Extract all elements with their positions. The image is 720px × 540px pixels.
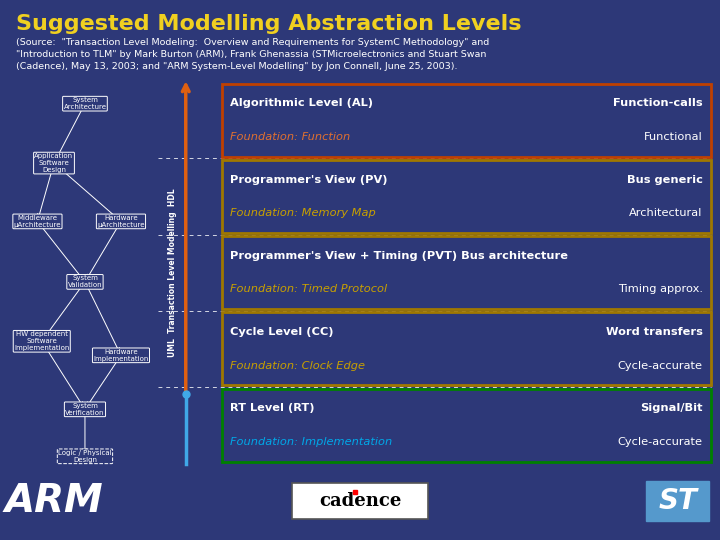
Text: Hardware
Implementation: Hardware Implementation	[94, 349, 148, 362]
Text: System
Verification: System Verification	[66, 403, 104, 416]
Text: Signal/Bit: Signal/Bit	[640, 403, 703, 414]
Text: ST: ST	[658, 487, 697, 515]
Text: ARM: ARM	[5, 482, 103, 520]
Text: HW dependent
Software
Implementation: HW dependent Software Implementation	[14, 331, 69, 352]
Text: Suggested Modelling Abstraction Levels: Suggested Modelling Abstraction Levels	[16, 14, 521, 33]
FancyBboxPatch shape	[292, 483, 428, 519]
Text: Application
Software
Design: Application Software Design	[35, 153, 73, 173]
Text: Architectural: Architectural	[629, 208, 703, 218]
Text: Foundation: Function: Foundation: Function	[230, 132, 351, 142]
Text: Foundation: Clock Edge: Foundation: Clock Edge	[230, 361, 365, 371]
Text: Word transfers: Word transfers	[606, 327, 703, 337]
Text: cadence: cadence	[319, 492, 401, 510]
Text: UML  Transaction Level Modelling  HDL: UML Transaction Level Modelling HDL	[168, 188, 177, 357]
Text: Timing approx.: Timing approx.	[618, 285, 703, 294]
FancyBboxPatch shape	[646, 481, 709, 521]
Text: Cycle-accurate: Cycle-accurate	[618, 437, 703, 447]
Text: Middleware
μArchitecture: Middleware μArchitecture	[14, 215, 61, 228]
Text: Bus generic: Bus generic	[627, 174, 703, 185]
Text: RT Level (RT): RT Level (RT)	[230, 403, 315, 414]
Text: Functional: Functional	[644, 132, 703, 142]
Text: Function-calls: Function-calls	[613, 98, 703, 109]
Text: Foundation: Memory Map: Foundation: Memory Map	[230, 208, 376, 218]
Text: Logic / Physical
Design: Logic / Physical Design	[58, 450, 112, 463]
FancyBboxPatch shape	[222, 84, 711, 157]
FancyBboxPatch shape	[222, 236, 711, 309]
FancyBboxPatch shape	[222, 389, 711, 462]
Text: System
Validation: System Validation	[68, 275, 102, 288]
Text: Algorithmic Level (AL): Algorithmic Level (AL)	[230, 98, 374, 109]
Text: Foundation: Implementation: Foundation: Implementation	[230, 437, 392, 447]
FancyBboxPatch shape	[222, 313, 711, 386]
Text: System
Architecture: System Architecture	[63, 97, 107, 110]
Text: Hardware
μArchitecture: Hardware μArchitecture	[97, 215, 145, 228]
Text: Cycle-accurate: Cycle-accurate	[618, 361, 703, 371]
Text: (Source:  "Transaction Level Modeling:  Overview and Requirements for SystemC Me: (Source: "Transaction Level Modeling: Ov…	[16, 38, 489, 71]
Text: Programmer's View + Timing (PVT) Bus architecture: Programmer's View + Timing (PVT) Bus arc…	[230, 251, 568, 261]
Text: Programmer's View (PV): Programmer's View (PV)	[230, 174, 388, 185]
Text: Cycle Level (CC): Cycle Level (CC)	[230, 327, 334, 337]
FancyBboxPatch shape	[222, 160, 711, 233]
Text: Foundation: Timed Protocol: Foundation: Timed Protocol	[230, 285, 387, 294]
